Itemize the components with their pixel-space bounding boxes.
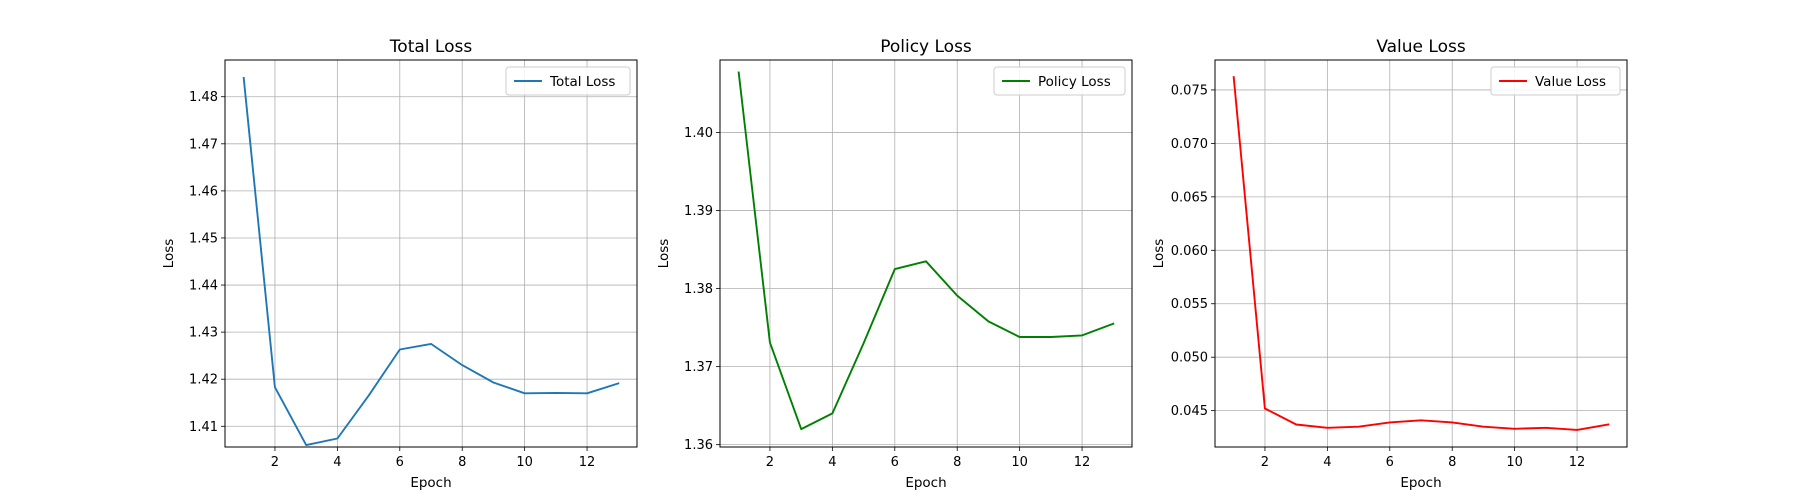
y-tick-label: 1.37 (684, 360, 713, 375)
y-tick-label: 1.48 (189, 90, 218, 105)
x-axis-label: Epoch (905, 475, 946, 491)
series-line-value-loss (1232, 76, 1610, 431)
y-tick-label: 1.45 (189, 231, 218, 246)
y-tick-label: 1.46 (189, 184, 218, 199)
x-tick-label: 6 (396, 455, 404, 470)
y-tick-label: 0.065 (1171, 190, 1208, 205)
x-tick-label: 4 (1323, 455, 1331, 470)
y-tick-label: 1.39 (684, 204, 713, 219)
series-line-total-loss (242, 76, 620, 447)
y-tick-label: 1.41 (189, 420, 218, 435)
y-tick-label: 1.43 (189, 326, 218, 341)
chart-panel-2: 2 4 6 8 10 12 1.36 1.37 1.38 1.39 1.40 Policy Loss E… (656, 37, 1133, 491)
x-tick-label: 12 (1569, 455, 1586, 470)
y-tick-label: 1.38 (684, 282, 713, 297)
y-axis-label: Loss (656, 239, 672, 269)
y-tick-label: 0.045 (1171, 404, 1208, 419)
y-tick-label: 0.050 (1171, 351, 1208, 366)
y-axis-label: Loss (1151, 239, 1167, 269)
x-tick-label: 10 (1011, 455, 1028, 470)
chart-title: Value Loss (1376, 37, 1466, 57)
legend: Total Loss (505, 66, 631, 96)
legend-label: Total Loss (549, 74, 615, 90)
legend-box (993, 66, 1126, 96)
x-tick-label: 12 (579, 455, 596, 470)
series-line-policy-loss (737, 71, 1115, 431)
y-tick-label: 0.060 (1171, 244, 1208, 259)
chart-panel-3: 2 4 6 8 10 12 0.045 0.050 0.055 0.060 0.065 0.070 0.… (1151, 37, 1628, 491)
chart-title: Total Loss (389, 37, 473, 57)
x-axis-label: Epoch (410, 475, 451, 491)
legend: Policy Loss (993, 66, 1126, 96)
legend-box (1490, 66, 1621, 96)
legend: Value Loss (1490, 66, 1621, 96)
x-tick-label: 10 (516, 455, 533, 470)
y-axis-label: Loss (161, 239, 177, 269)
y-tick-label: 1.42 (189, 373, 218, 388)
plot-frame (719, 59, 1133, 448)
legend-box (505, 66, 631, 96)
x-tick-label: 2 (766, 455, 774, 470)
x-tick-label: 4 (828, 455, 836, 470)
x-axis-label: Epoch (1400, 475, 1441, 491)
y-tick-label: 0.055 (1171, 297, 1208, 312)
plot-frame (224, 59, 638, 448)
plot-frame (1214, 59, 1628, 448)
x-tick-label: 8 (1448, 455, 1456, 470)
chart-panel-1: 2 4 6 8 10 12 1.41 1.42 1.43 1.44 1.45 1.46 1.47 1.48… (161, 37, 638, 491)
x-tick-label: 2 (271, 455, 279, 470)
x-tick-label: 12 (1074, 455, 1091, 470)
y-tick-label: 1.40 (684, 126, 713, 141)
x-tick-label: 2 (1261, 455, 1269, 470)
x-tick-label: 4 (333, 455, 341, 470)
y-tick-label: 1.44 (189, 279, 218, 294)
x-tick-label: 8 (458, 455, 466, 470)
chart-title: Policy Loss (880, 37, 972, 57)
legend-label: Value Loss (1535, 74, 1606, 90)
x-tick-label: 6 (891, 455, 899, 470)
x-tick-label: 6 (1386, 455, 1394, 470)
x-tick-label: 10 (1506, 455, 1523, 470)
y-tick-label: 1.47 (189, 137, 218, 152)
y-tick-label: 0.075 (1171, 83, 1208, 98)
legend-label: Policy Loss (1038, 74, 1111, 90)
x-tick-label: 8 (953, 455, 961, 470)
y-tick-label: 1.36 (684, 438, 713, 453)
y-tick-label: 0.070 (1171, 137, 1208, 152)
